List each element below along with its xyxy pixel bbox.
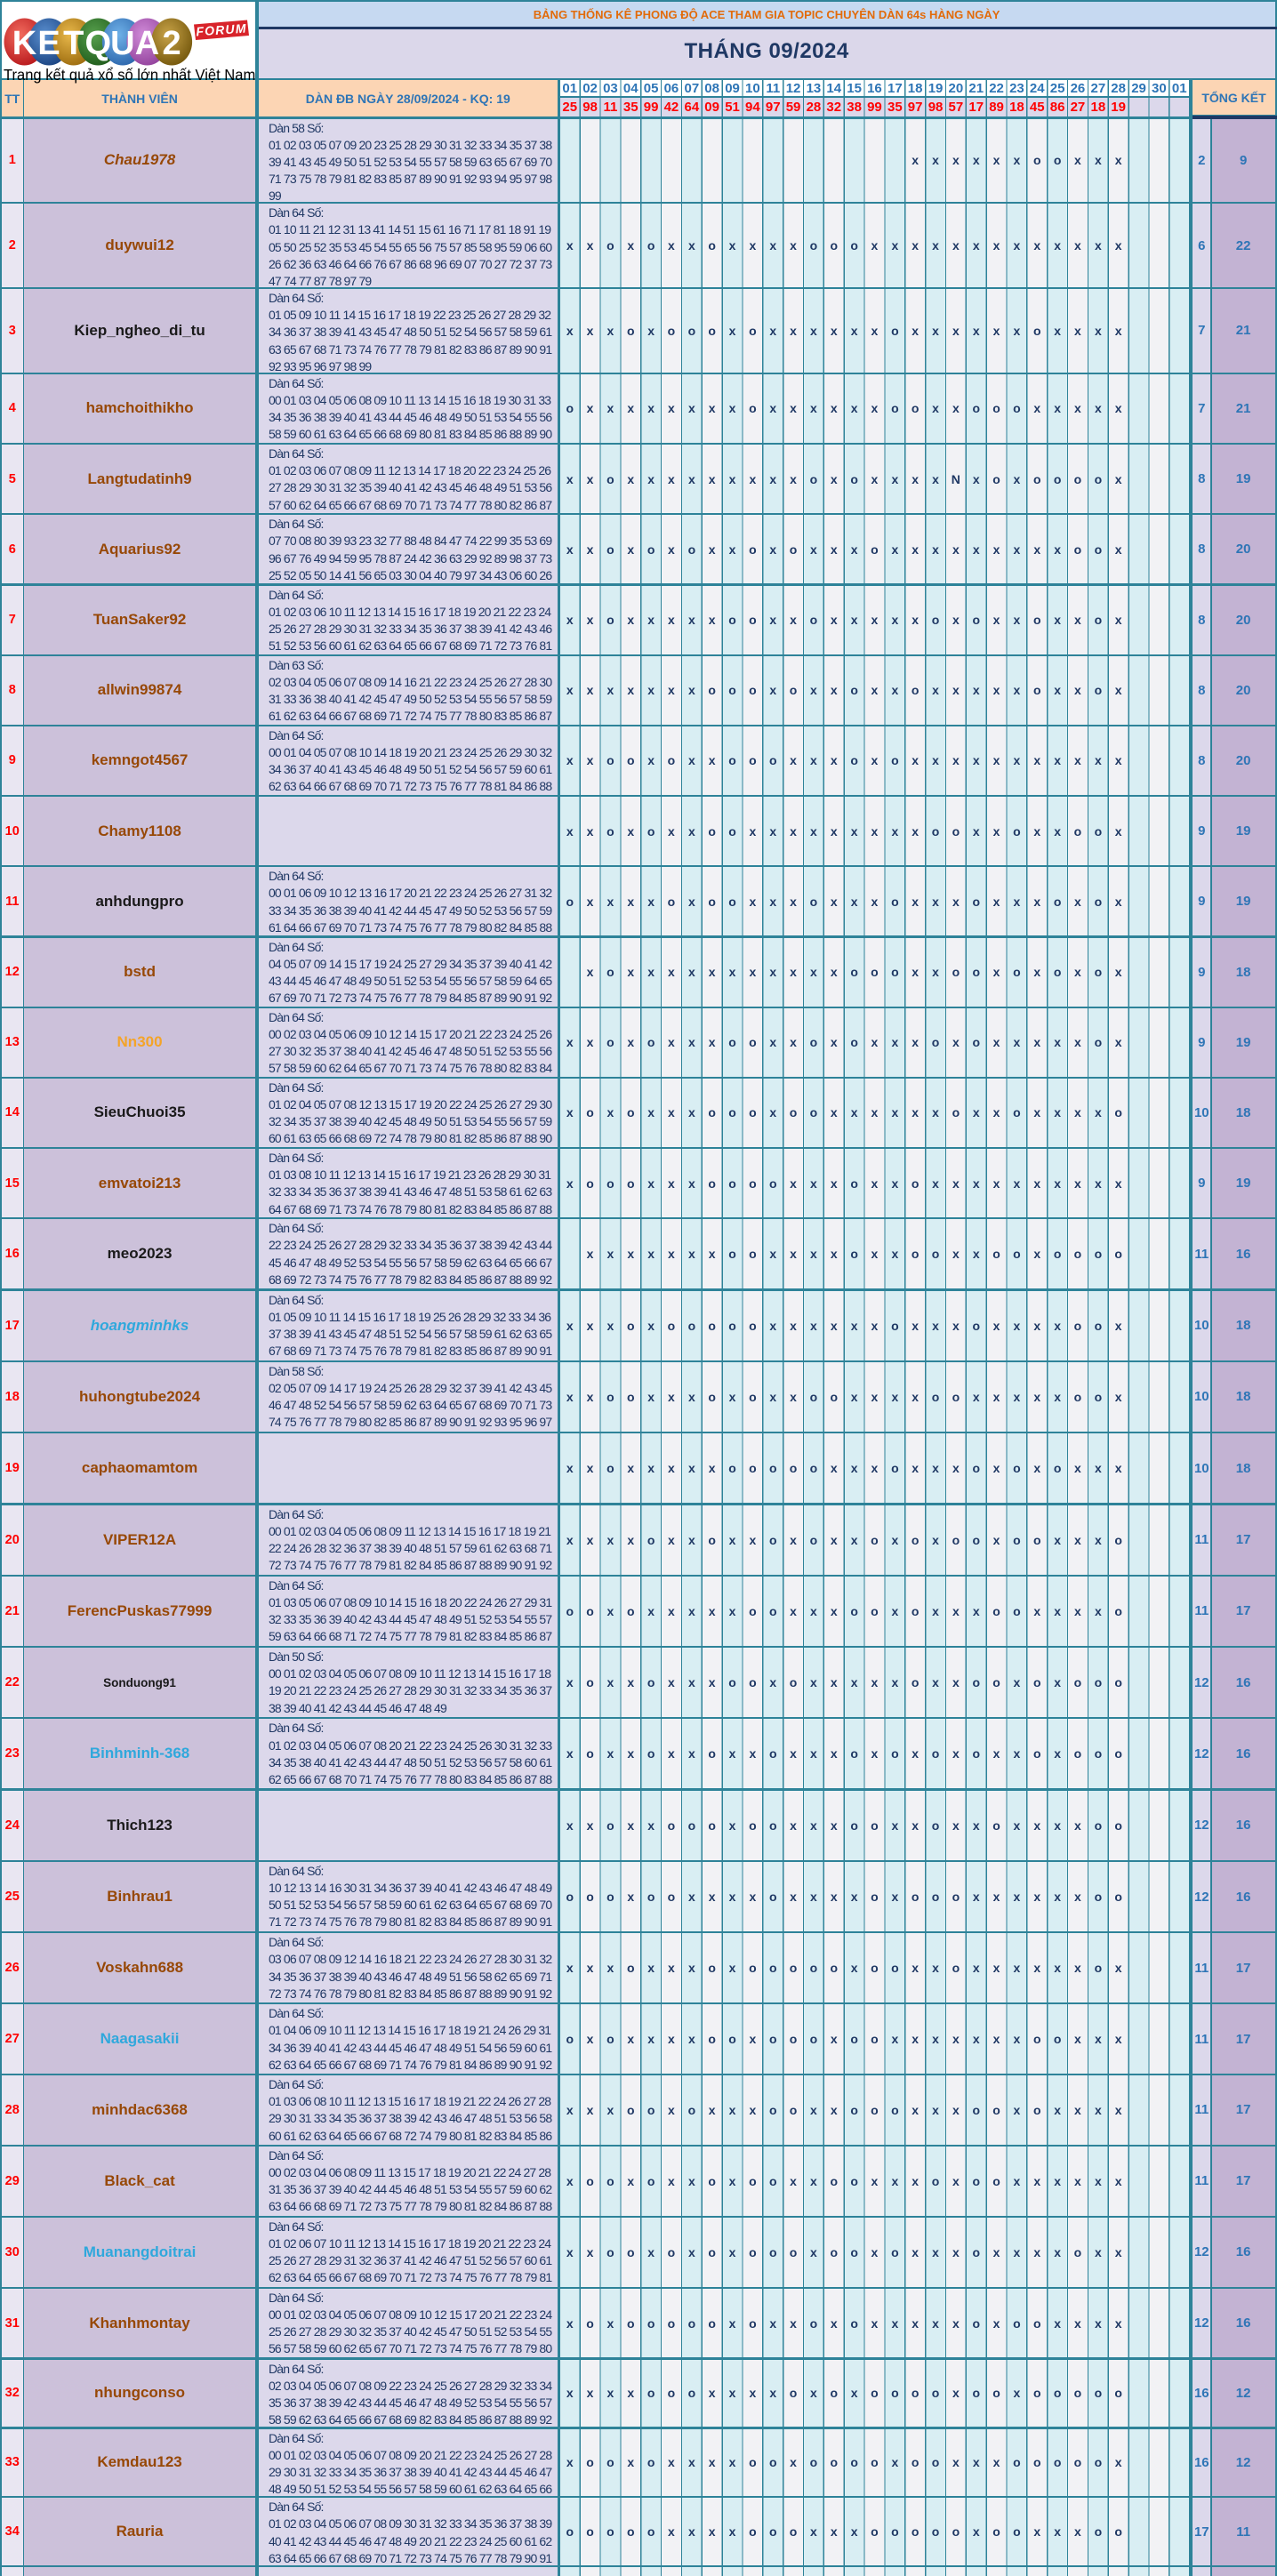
svg-text:FORUM: FORUM (196, 21, 247, 39)
svg-text:U: U (110, 25, 134, 62)
svg-text:Q: Q (85, 25, 112, 62)
svg-text:A: A (135, 25, 159, 62)
svg-text:T: T (63, 25, 84, 62)
svg-text:E: E (37, 25, 60, 62)
svg-text:K: K (12, 25, 37, 62)
svg-text:2: 2 (163, 25, 181, 62)
